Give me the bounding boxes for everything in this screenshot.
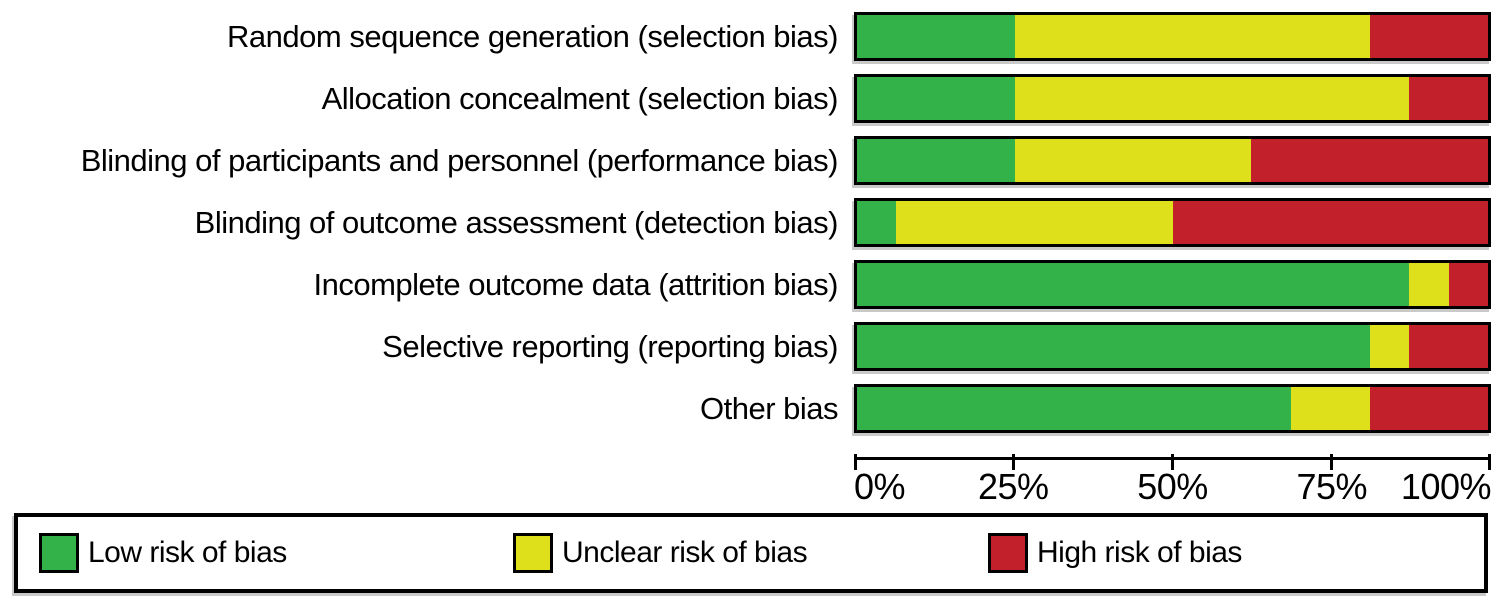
bar-row: Allocation concealment (selection bias) <box>0 74 1500 123</box>
bar-row: Incomplete outcome data (attrition bias) <box>0 260 1500 309</box>
category-label: Blinding of outcome assessment (detectio… <box>194 204 839 240</box>
category-label: Selective reporting (reporting bias) <box>382 328 838 364</box>
low-risk-segment <box>857 139 1015 182</box>
low-risk-swatch <box>39 533 79 573</box>
axis-tick <box>1488 454 1491 470</box>
stacked-bar <box>854 74 1491 123</box>
unclear-risk-segment <box>1290 387 1370 430</box>
bar-row: Selective reporting (reporting bias) <box>0 322 1500 371</box>
high-risk-segment <box>1251 139 1488 182</box>
bar-row: Random sequence generation (selection bi… <box>0 12 1500 61</box>
high-risk-swatch <box>988 533 1028 573</box>
stacked-bar <box>854 198 1491 247</box>
stacked-bar <box>854 322 1491 371</box>
unclear-risk-segment <box>1014 139 1252 182</box>
legend-item-high-risk: High risk of bias <box>988 517 1242 589</box>
low-risk-segment <box>857 263 1410 306</box>
x-axis: 0% 25% 50% 75% 100% <box>854 454 1492 514</box>
axis-tick <box>1171 454 1174 470</box>
high-risk-segment <box>1369 15 1488 58</box>
low-risk-segment <box>857 387 1291 430</box>
legend-label: High risk of bias <box>1037 536 1242 569</box>
high-risk-segment <box>1448 263 1488 306</box>
bar-row: Blinding of participants and personnel (… <box>0 136 1500 185</box>
stacked-bar <box>854 136 1491 185</box>
axis-tick-label: 50% <box>1137 466 1208 507</box>
unclear-risk-segment <box>1409 263 1449 306</box>
stacked-bar <box>854 260 1491 309</box>
stacked-bar <box>854 12 1491 61</box>
category-label: Incomplete outcome data (attrition bias) <box>313 266 839 302</box>
legend-item-unclear-risk: Unclear risk of bias <box>513 517 808 589</box>
low-risk-segment <box>857 77 1015 120</box>
high-risk-segment <box>1369 387 1488 430</box>
high-risk-segment <box>1172 201 1488 244</box>
axis-tick-label: 0% <box>854 466 906 507</box>
unclear-risk-segment <box>1369 325 1410 368</box>
low-risk-segment <box>857 15 1015 58</box>
axis-tick <box>1330 454 1334 470</box>
category-label: Other bias <box>699 390 839 426</box>
category-label: Blinding of participants and personnel (… <box>80 142 839 178</box>
legend-item-low-risk: Low risk of bias <box>39 517 287 589</box>
axis-tick-label: 25% <box>977 466 1049 507</box>
unclear-risk-segment <box>1014 77 1410 120</box>
axis-tick-label: 75% <box>1296 466 1368 507</box>
category-label: Allocation concealment (selection bias) <box>321 80 839 116</box>
category-label: Random sequence generation (selection bi… <box>227 18 838 54</box>
bar-row: Blinding of outcome assessment (detectio… <box>0 198 1500 247</box>
unclear-risk-segment <box>1014 15 1370 58</box>
high-risk-segment <box>1409 325 1488 368</box>
stacked-bar <box>854 384 1491 433</box>
axis-tick-label: 100% <box>1400 466 1492 507</box>
unclear-risk-swatch <box>513 533 553 573</box>
bar-row: Other bias <box>0 384 1500 433</box>
unclear-risk-segment <box>896 201 1173 244</box>
high-risk-segment <box>1409 77 1488 120</box>
legend-label: Unclear risk of bias <box>562 536 808 569</box>
legend-label: Low risk of bias <box>88 536 287 569</box>
axis-tick <box>1011 454 1015 470</box>
low-risk-segment <box>857 325 1370 368</box>
low-risk-segment <box>857 201 897 244</box>
legend: Low risk of bias Unclear risk of bias Hi… <box>14 513 1488 593</box>
axis-tick <box>854 454 857 470</box>
